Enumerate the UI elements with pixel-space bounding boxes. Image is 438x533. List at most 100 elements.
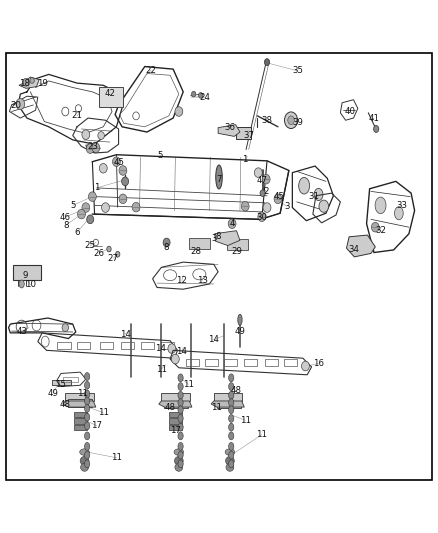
Ellipse shape <box>229 374 234 382</box>
Ellipse shape <box>87 215 94 224</box>
Ellipse shape <box>265 59 270 66</box>
Bar <box>74 412 87 417</box>
Ellipse shape <box>23 78 29 86</box>
Ellipse shape <box>99 164 107 173</box>
Text: 45: 45 <box>274 192 285 201</box>
Text: 49: 49 <box>48 389 59 398</box>
Ellipse shape <box>85 381 90 389</box>
Polygon shape <box>215 231 240 246</box>
Ellipse shape <box>238 314 242 325</box>
Ellipse shape <box>175 463 183 471</box>
Ellipse shape <box>85 451 90 459</box>
Ellipse shape <box>229 391 234 399</box>
Bar <box>265 359 278 366</box>
Text: 4: 4 <box>230 219 235 228</box>
Text: 48: 48 <box>165 402 176 411</box>
Bar <box>169 418 182 424</box>
Text: 43: 43 <box>16 327 27 336</box>
Ellipse shape <box>258 212 266 222</box>
Bar <box>284 359 297 366</box>
Text: 23: 23 <box>87 142 98 151</box>
Text: 1: 1 <box>243 155 248 164</box>
Text: 11: 11 <box>77 390 88 399</box>
Ellipse shape <box>107 246 111 252</box>
Text: 12: 12 <box>177 276 187 285</box>
Text: 25: 25 <box>85 241 95 250</box>
Text: 28: 28 <box>191 247 202 256</box>
Ellipse shape <box>314 188 323 200</box>
Bar <box>186 359 199 366</box>
Bar <box>63 377 78 382</box>
Text: 34: 34 <box>349 245 360 254</box>
Bar <box>74 425 87 430</box>
Text: 8: 8 <box>164 243 170 252</box>
Ellipse shape <box>82 203 90 212</box>
Text: 11: 11 <box>240 416 251 425</box>
Polygon shape <box>159 401 192 407</box>
Text: 11: 11 <box>98 408 109 417</box>
Text: 10: 10 <box>25 280 36 289</box>
Ellipse shape <box>119 166 127 175</box>
Text: 6: 6 <box>74 228 80 237</box>
Bar <box>236 127 251 139</box>
Ellipse shape <box>228 219 236 229</box>
Ellipse shape <box>178 406 183 414</box>
Polygon shape <box>346 235 375 257</box>
Ellipse shape <box>229 415 234 422</box>
Text: 16: 16 <box>313 359 324 368</box>
Text: 41: 41 <box>368 114 379 123</box>
Ellipse shape <box>226 456 234 465</box>
Text: 46: 46 <box>60 213 71 222</box>
Text: 11: 11 <box>111 453 122 462</box>
Bar <box>141 342 154 349</box>
Ellipse shape <box>92 143 100 152</box>
Ellipse shape <box>301 361 309 371</box>
Ellipse shape <box>85 405 90 413</box>
Ellipse shape <box>374 125 379 133</box>
Bar <box>161 342 174 349</box>
Text: 40: 40 <box>344 107 356 116</box>
Text: 8: 8 <box>215 232 221 241</box>
Text: 47: 47 <box>256 175 267 184</box>
Text: 8: 8 <box>64 221 69 230</box>
Ellipse shape <box>78 209 85 219</box>
Polygon shape <box>211 401 244 407</box>
Text: 5: 5 <box>70 201 75 210</box>
Bar <box>227 239 248 250</box>
Ellipse shape <box>178 399 183 407</box>
Ellipse shape <box>178 391 183 399</box>
Bar <box>74 418 87 424</box>
Text: 11: 11 <box>256 430 267 439</box>
Ellipse shape <box>226 463 234 471</box>
Bar <box>224 359 237 366</box>
Text: 42: 42 <box>104 88 115 98</box>
Ellipse shape <box>16 99 25 110</box>
Ellipse shape <box>225 449 235 455</box>
Ellipse shape <box>178 374 183 382</box>
Ellipse shape <box>85 373 90 381</box>
Ellipse shape <box>229 406 234 414</box>
Bar <box>65 393 94 401</box>
Bar <box>68 399 92 407</box>
Text: 14: 14 <box>208 335 219 344</box>
Text: 15: 15 <box>56 380 67 389</box>
Text: 24: 24 <box>200 93 211 102</box>
Ellipse shape <box>229 451 234 459</box>
Text: 48: 48 <box>230 386 241 395</box>
Ellipse shape <box>229 383 234 391</box>
Text: 7: 7 <box>216 175 222 184</box>
Ellipse shape <box>86 144 94 154</box>
Ellipse shape <box>198 93 203 98</box>
Polygon shape <box>86 144 100 152</box>
Ellipse shape <box>168 344 176 353</box>
Text: 3: 3 <box>284 202 290 211</box>
Ellipse shape <box>241 201 249 211</box>
Ellipse shape <box>85 422 90 430</box>
Text: 30: 30 <box>256 213 267 222</box>
Text: 14: 14 <box>120 330 131 338</box>
Text: 19: 19 <box>37 79 48 88</box>
Text: 2: 2 <box>263 187 269 196</box>
Bar <box>121 342 134 349</box>
Text: 32: 32 <box>375 226 386 235</box>
Text: 33: 33 <box>397 201 408 210</box>
